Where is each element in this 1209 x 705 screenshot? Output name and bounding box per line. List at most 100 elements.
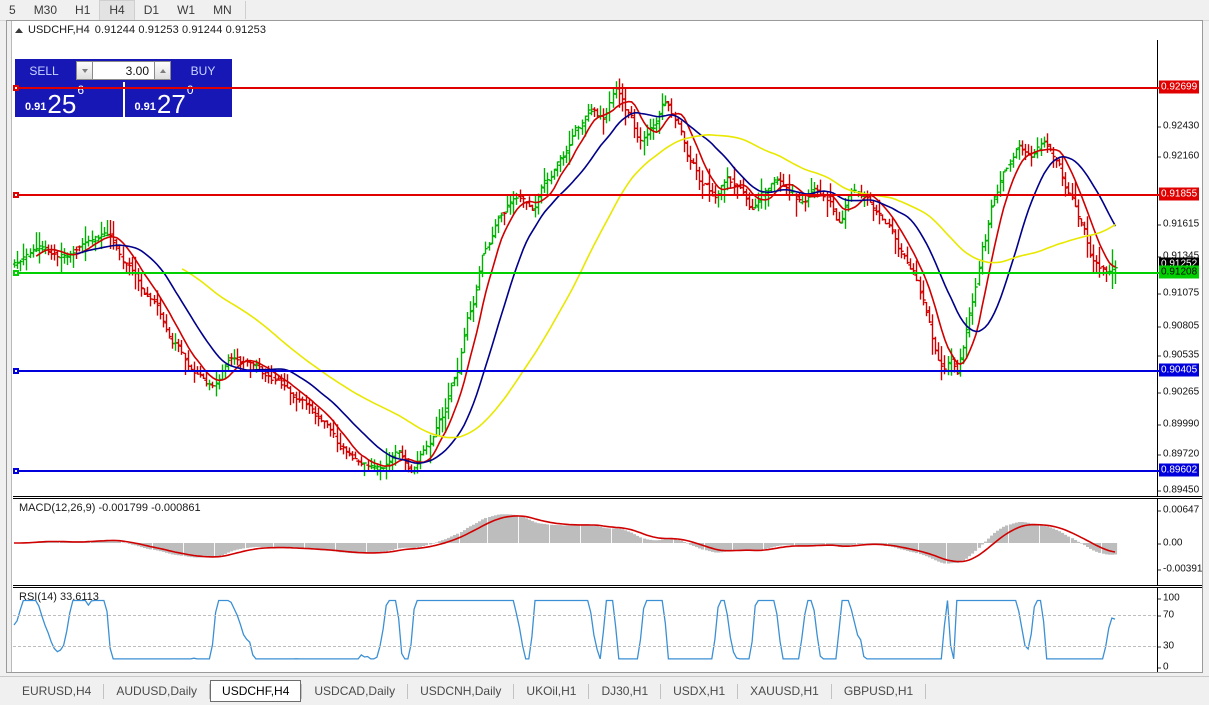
price-tick: 0.90805: [1158, 321, 1199, 332]
chevron-down-icon: [81, 68, 88, 73]
tab-separator: [660, 683, 662, 699]
sell-button[interactable]: SELL: [15, 59, 73, 82]
price-plot-canvas[interactable]: [13, 40, 1176, 496]
buy-price-prefix: 0.91: [134, 101, 156, 113]
level-line-handle[interactable]: [13, 468, 19, 474]
volume-stepper[interactable]: 3.00: [73, 59, 174, 82]
timeframe-button-h1[interactable]: H1: [75, 2, 91, 17]
timeframe-toolbar: 5 M30 H1 H4 D1 W1 MN: [0, 0, 1209, 21]
tab-separator: [301, 683, 303, 699]
chart-tab-usdchf[interactable]: USDCHF,H4: [210, 680, 302, 702]
price-scale[interactable]: 0.92430 0.92160 0.91615 0.91345 0.91075 0.908…: [1157, 40, 1202, 527]
tab-separator: [209, 683, 211, 699]
buy-button[interactable]: BUY: [174, 59, 232, 82]
price-tick: 0.91615: [1158, 219, 1199, 230]
price-plot[interactable]: 0.92430 0.92160 0.91615 0.91345 0.91075 0.908…: [13, 40, 1202, 527]
tab-separator: [588, 683, 590, 699]
timeframe-button-m30[interactable]: M30: [33, 2, 58, 17]
tab-separator: [103, 683, 105, 699]
chart-title-bar: USDCHF,H4 0.91244 0.91253 0.91244 0.9125…: [15, 24, 266, 36]
price-tick: 0.91345: [1158, 251, 1199, 262]
macd-tick: -0.003918: [1158, 564, 1202, 575]
price-level-badge[interactable]: 0.92699: [1159, 80, 1200, 94]
timeframe-button-mn[interactable]: MN: [213, 2, 232, 17]
chart-tab-bar: EURUSD,H4 AUDUSD,Daily USDCHF,H4 USDCAD,Dai…: [0, 676, 1209, 705]
chart-tab-eurusd[interactable]: EURUSD,H4: [22, 684, 92, 698]
rsi-plot-canvas[interactable]: [13, 588, 1176, 672]
price-level-badge[interactable]: 0.91208: [1159, 265, 1200, 279]
window-left-edge: [7, 21, 12, 672]
price-level-badge[interactable]: 0.89602: [1159, 463, 1200, 477]
chart-window: USDCHF,H4 0.91244 0.91253 0.91244 0.9125…: [6, 20, 1203, 673]
volume-input[interactable]: 3.00: [93, 61, 154, 80]
tab-separator: [737, 683, 739, 699]
chart-tab-usdx[interactable]: USDX,H1: [673, 684, 726, 698]
macd-tick: 0.00647: [1158, 505, 1199, 516]
level-line-handle[interactable]: [13, 270, 19, 276]
level-line-handle[interactable]: [13, 368, 19, 374]
sell-price-main: 25: [47, 89, 77, 119]
rsi-tick: 100: [1158, 593, 1180, 604]
chart-tab-audusd[interactable]: AUDUSD,Daily: [116, 684, 198, 698]
price-level-badge[interactable]: 0.91855: [1159, 187, 1200, 201]
collapse-triangle-icon[interactable]: [15, 27, 23, 33]
rsi-scale: 100 70 30 0: [1157, 588, 1202, 672]
level-line-handle[interactable]: [13, 192, 19, 198]
level-line-resistance-upper[interactable]: [13, 85, 1176, 91]
price-tick: 0.89450: [1158, 485, 1199, 496]
macd-series-svg: [14, 514, 1118, 564]
macd-plot[interactable]: MACD(12,26,9) -0.001799 -0.000861 0.0064…: [13, 498, 1202, 586]
chart-tab-dj30[interactable]: DJ30,H1: [601, 684, 649, 698]
tab-separator: [407, 683, 409, 699]
level-line-resistance-mid[interactable]: [13, 192, 1176, 198]
volume-decrement-button[interactable]: [76, 61, 93, 80]
chevron-up-icon: [159, 68, 166, 73]
timeframe-button-d1[interactable]: D1: [143, 2, 160, 17]
page-title: USDCHF,H4: [28, 24, 90, 36]
macd-scale: 0.00647 0.00 -0.003918: [1157, 499, 1202, 585]
tab-separator: [925, 683, 927, 699]
timeframe-button-h4[interactable]: H4: [99, 0, 135, 20]
sell-price-pipette: 6: [77, 83, 85, 97]
buy-price-main: 27: [156, 89, 186, 119]
price-tick: 0.89720: [1158, 449, 1199, 460]
chart-tab-xauusd[interactable]: XAUUSD,H1: [750, 684, 819, 698]
rsi-tick: 30: [1158, 641, 1174, 652]
sell-price-prefix: 0.91: [25, 101, 47, 113]
macd-plot-canvas[interactable]: [13, 499, 1176, 585]
tab-separator: [513, 683, 515, 699]
rsi-plot[interactable]: RSI(14) 33.6113 100 70 30 0: [13, 587, 1202, 672]
chart-tab-usdcad[interactable]: USDCAD,Daily: [314, 684, 396, 698]
level-line-pivot-green[interactable]: [13, 270, 1176, 276]
chart-tab-gbpusd[interactable]: GBPUSD,H1: [843, 684, 914, 698]
buy-price-pipette: 0: [186, 83, 194, 97]
chart-tab-usdcnh[interactable]: USDCNH,Daily: [420, 684, 502, 698]
rsi-level-30: [13, 646, 1176, 647]
ohlc-values: 0.91244 0.91253 0.91244 0.91253: [94, 24, 267, 36]
rsi-level-70: [13, 615, 1176, 616]
level-line-support-lower[interactable]: [13, 468, 1176, 474]
price-series-svg: [13, 78, 1118, 481]
chart-tab-ukoil[interactable]: UKOil,H1: [526, 684, 577, 698]
price-tick: 0.90535: [1158, 350, 1199, 361]
level-line-handle[interactable]: [13, 85, 19, 91]
volume-increment-button[interactable]: [154, 61, 171, 80]
price-tick: 0.92430: [1158, 121, 1199, 132]
timeframe-button-w1[interactable]: W1: [177, 2, 196, 17]
timeframe-button-5[interactable]: 5: [9, 2, 16, 17]
price-tick: 0.89990: [1158, 419, 1199, 430]
price-tick: 0.92160: [1158, 151, 1199, 162]
price-tick: 0.91075: [1158, 288, 1199, 299]
oct-top-row: SELL 3.00 BUY: [15, 59, 232, 82]
rsi-series-svg: [13, 599, 1116, 660]
tab-separator: [830, 683, 832, 699]
toolbar-separator: [244, 1, 246, 19]
level-line-support-upper[interactable]: [13, 368, 1176, 374]
price-tick: 0.90265: [1158, 387, 1199, 398]
macd-tick: 0.00: [1158, 538, 1182, 549]
price-level-badge[interactable]: 0.90405: [1159, 363, 1200, 377]
rsi-tick: 70: [1158, 610, 1174, 621]
macd-label: MACD(12,26,9) -0.001799 -0.000861: [19, 502, 201, 514]
rsi-tick: 0: [1158, 662, 1169, 672]
